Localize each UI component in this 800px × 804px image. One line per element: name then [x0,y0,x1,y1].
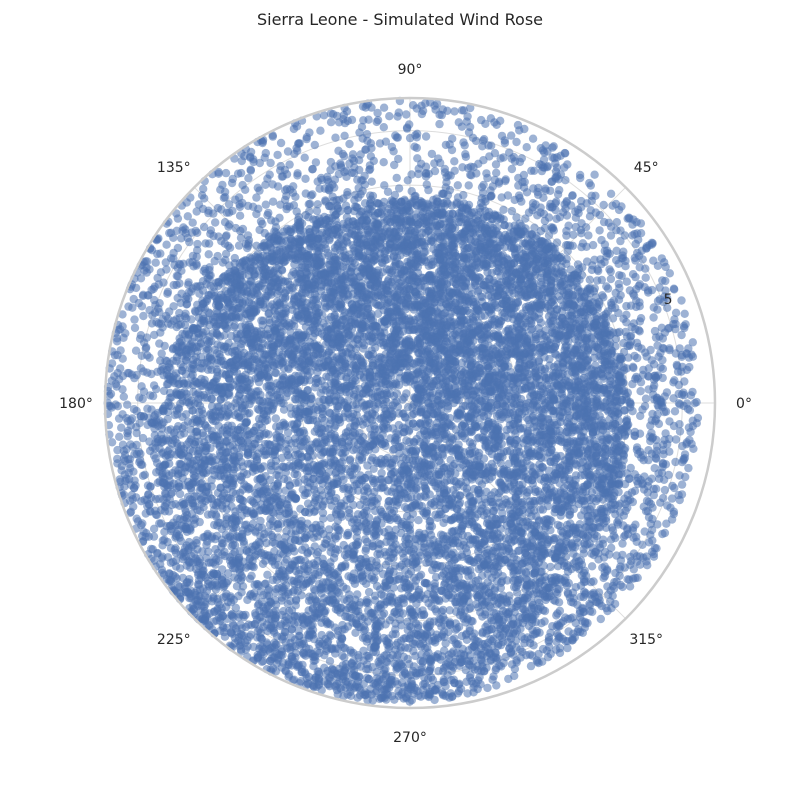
data-point [658,254,666,262]
data-point [414,170,422,178]
data-point [454,181,462,189]
data-point [465,181,473,189]
data-point [301,154,309,162]
data-point [301,175,309,183]
data-point [676,427,684,435]
data-point [143,405,151,413]
data-point [589,241,597,249]
data-point [498,193,506,201]
data-point [422,132,430,140]
data-point [561,149,569,157]
data-point [413,130,421,138]
data-point [537,619,545,627]
data-point [293,171,301,179]
data-point [138,352,146,360]
data-point [595,226,603,234]
data-point [152,259,160,267]
data-point [314,200,322,208]
data-point [380,104,388,112]
data-point [492,681,500,689]
data-point [681,310,689,318]
data-point [115,433,123,441]
data-point [205,250,213,258]
data-point [450,107,458,115]
data-point [492,160,500,168]
data-point [262,201,270,209]
data-point [380,181,388,189]
data-point [435,120,443,128]
data-point [316,127,324,135]
data-point [162,241,170,249]
data-point [616,237,624,245]
data-point [586,276,594,284]
data-point [119,355,127,363]
data-point [380,158,388,166]
data-point [311,141,319,149]
data-point [139,312,147,320]
data-point [150,331,158,339]
data-point [389,147,397,155]
data-point [238,181,246,189]
data-point [277,139,285,147]
data-point [590,171,598,179]
data-point [628,488,636,496]
data-point [146,482,154,490]
chart-title: Sierra Leone - Simulated Wind Rose [0,10,800,29]
data-point [402,110,410,118]
data-point [615,206,623,214]
data-point [597,615,605,623]
data-point [340,132,348,140]
data-point [642,274,650,282]
data-point [373,109,381,117]
data-point [174,244,182,252]
